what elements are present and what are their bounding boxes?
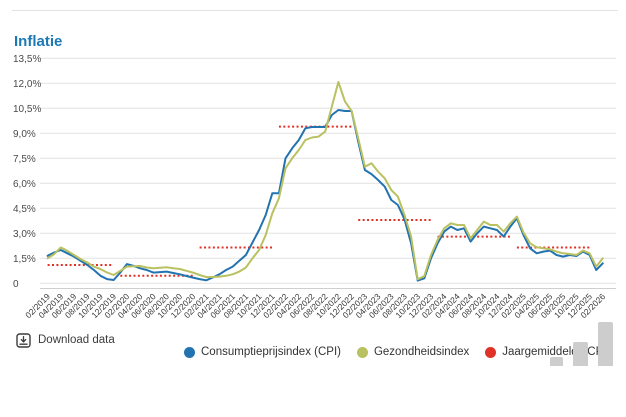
y-axis-tick-label: 13,5% bbox=[13, 54, 41, 65]
legend-label-jaargemiddelde-cpi: Jaargemiddelde CPI bbox=[502, 346, 607, 358]
legend-item-jaargemiddelde-cpi[interactable]: Jaargemiddelde CPI bbox=[485, 346, 606, 358]
legend-item-cpi[interactable]: Consumptieprijsindex (CPI) bbox=[184, 346, 341, 358]
y-axis-tick-label: 3,0% bbox=[13, 229, 36, 240]
legend-label-cpi: Consumptieprijsindex (CPI) bbox=[201, 346, 341, 358]
download-data-button[interactable]: Download data bbox=[16, 332, 115, 348]
y-axis-tick-label: 9,0% bbox=[13, 129, 36, 140]
gezondheidsindex-legend-dot-icon bbox=[356, 346, 368, 358]
download-icon bbox=[16, 332, 31, 348]
y-axis-tick-label: 6,0% bbox=[13, 179, 36, 190]
download-data-label: Download data bbox=[38, 334, 115, 346]
series-line bbox=[46, 81, 604, 281]
page-title: Inflatie bbox=[14, 33, 63, 50]
jaargemiddelde-cpi-legend-dot-icon bbox=[485, 346, 497, 358]
y-axis-tick-label: 12,0% bbox=[13, 79, 41, 90]
top-divider bbox=[12, 10, 618, 11]
legend-item-gezondheidsindex[interactable]: Gezondheidsindex bbox=[356, 346, 470, 358]
inflation-line-chart: 13,5% 12,0% 10,5% 9,0% 7,5% 6,0% 4,5% 3,0% 1,5% 0… bbox=[13, 54, 616, 320]
legend-label-gezondheidsindex: Gezondheidsindex bbox=[373, 346, 470, 358]
y-axis-tick-label: 10,5% bbox=[13, 104, 41, 115]
y-axis-tick-label: 4,5% bbox=[13, 204, 36, 215]
y-axis-tick-label: 1,5% bbox=[13, 254, 36, 265]
series-line bbox=[46, 109, 604, 282]
chart-legend: Consumptieprijsindex (CPI) Gezondheidsin… bbox=[184, 344, 606, 360]
cpi-legend-dot-icon bbox=[184, 346, 195, 358]
y-axis-tick-label: 7,5% bbox=[13, 154, 36, 165]
y-axis-tick-label: 0 bbox=[13, 279, 19, 290]
